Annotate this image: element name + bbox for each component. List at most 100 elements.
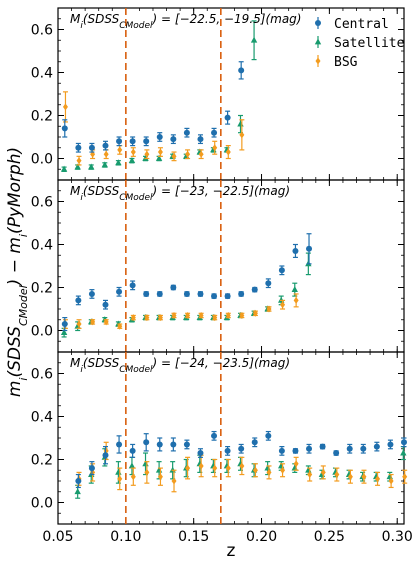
satellite-point: [60, 329, 68, 336]
central-point: [197, 450, 204, 457]
central-point: [211, 129, 218, 136]
bsg-point: [347, 473, 353, 481]
bsg-point: [144, 314, 150, 322]
central-point: [170, 284, 177, 291]
central-point: [183, 129, 190, 136]
central-point: [116, 441, 123, 448]
central-point: [116, 138, 123, 145]
bsg-point: [76, 157, 82, 165]
central-point: [265, 432, 272, 439]
bsg-point: [198, 150, 204, 158]
bsg-point: [130, 314, 136, 322]
y-label-part: ) − m: [5, 237, 25, 287]
panels-layer: 0.00.20.40.6Mi(SDSSCModel) = [−22.5, −19…: [31, 7, 413, 545]
central-point: [156, 290, 163, 297]
central-point: [143, 439, 150, 446]
bsg-point: [62, 103, 68, 111]
legend-marker-bsg: [315, 57, 321, 65]
bsg-point: [252, 309, 258, 317]
bsg-point: [185, 150, 191, 158]
legend-marker-satellite: [314, 38, 322, 45]
central-point: [333, 450, 340, 457]
bsg-point: [225, 311, 231, 319]
y-tick-label: 0.6: [31, 23, 53, 39]
legend-marker-central: [315, 20, 321, 26]
panel-1: 0.0 0.2 0.4 0.6 Mi(SDSSCModel) = [−22.5, −19…: [31, 7, 405, 181]
bsg-point: [212, 314, 218, 322]
legend-label-bsg: BSG: [334, 55, 358, 70]
y-tick-label: 0.2: [31, 109, 53, 125]
legend-label-central: Central: [334, 17, 389, 32]
central-point: [75, 478, 82, 484]
bsg-point: [157, 148, 163, 156]
panel-label-part: ) = [−24, −23.5](mag): [152, 356, 290, 370]
central-point: [292, 247, 299, 254]
x-tick-label: 0.30: [382, 529, 413, 545]
bsg-point: [212, 464, 218, 472]
central-point: [102, 301, 109, 308]
central-point: [278, 267, 285, 274]
x-tick-label: 0.20: [246, 529, 277, 545]
bsg-point: [144, 150, 150, 158]
central-point: [292, 447, 299, 454]
satellite-point: [237, 120, 244, 127]
central-point: [401, 439, 407, 446]
central-point: [197, 136, 204, 143]
panel-frame: [57, 179, 405, 353]
central-point: [278, 447, 285, 454]
satellite-point: [101, 161, 109, 168]
panel-label-part: M: [70, 184, 81, 198]
central-point: [251, 439, 258, 446]
y-label-part: m: [5, 381, 25, 398]
panel-label-part: CModel: [119, 193, 153, 203]
bsg-point: [225, 464, 231, 472]
satellite-point: [115, 468, 122, 475]
y-label-part: i: [17, 234, 30, 237]
central-point: [346, 445, 353, 452]
satellite-point: [128, 157, 136, 164]
bsg-point: [320, 468, 326, 476]
y-tick-label: 0.0: [31, 496, 53, 512]
central-point: [102, 142, 109, 149]
y-axis-label: mi(SDSSCModel) − mi(PyMorph): [5, 147, 30, 397]
central-point: [238, 445, 245, 452]
central-point: [88, 290, 95, 297]
central-point: [116, 288, 123, 295]
bsg-point: [103, 318, 109, 326]
panel-3: 0.0 0.2 0.4 0.6 0.05 0.10 0.15 0.20 0.25 0.30 Mi(S…: [31, 351, 413, 545]
central-point: [102, 452, 109, 459]
x-tick-label: 0.15: [178, 529, 209, 545]
bsg-point: [280, 466, 286, 474]
satellite-point: [115, 159, 122, 166]
bsg-point: [198, 462, 204, 470]
x-tick-label: 0.10: [110, 529, 141, 545]
central-point: [61, 125, 68, 132]
y-tick-label: 0.0: [31, 152, 53, 168]
central-point: [211, 432, 218, 439]
central-point: [211, 293, 218, 300]
central-point: [156, 441, 163, 448]
panel-label-part: M: [70, 12, 81, 26]
y-label-part: (PyMorph): [5, 147, 25, 234]
panel-magnitude-label: Mi(SDSSCModel) = [−24, −23.5](mag): [70, 356, 290, 375]
bsg-point: [402, 473, 408, 481]
x-axis-label: z: [227, 541, 236, 561]
panel-label-part: ) = [−22.5, −19.5](mag): [152, 12, 302, 26]
central-point: [183, 290, 190, 297]
bsg-point: [185, 311, 191, 319]
central-point: [360, 445, 367, 452]
central-point: [224, 447, 231, 454]
panel-label-part: (SDSS: [83, 184, 120, 198]
panel-label-part: ) = [−23, −22.5](mag): [152, 184, 290, 198]
bsg-point: [361, 473, 367, 481]
y-tick-label: 0.2: [31, 281, 53, 297]
central-point: [129, 138, 136, 145]
central-point: [88, 144, 95, 151]
bsg-point: [239, 131, 245, 139]
panel-frame: [57, 351, 405, 525]
bsg-point: [334, 471, 340, 479]
central-point: [88, 465, 95, 472]
bsg-point: [130, 473, 136, 481]
central-point: [170, 441, 177, 448]
